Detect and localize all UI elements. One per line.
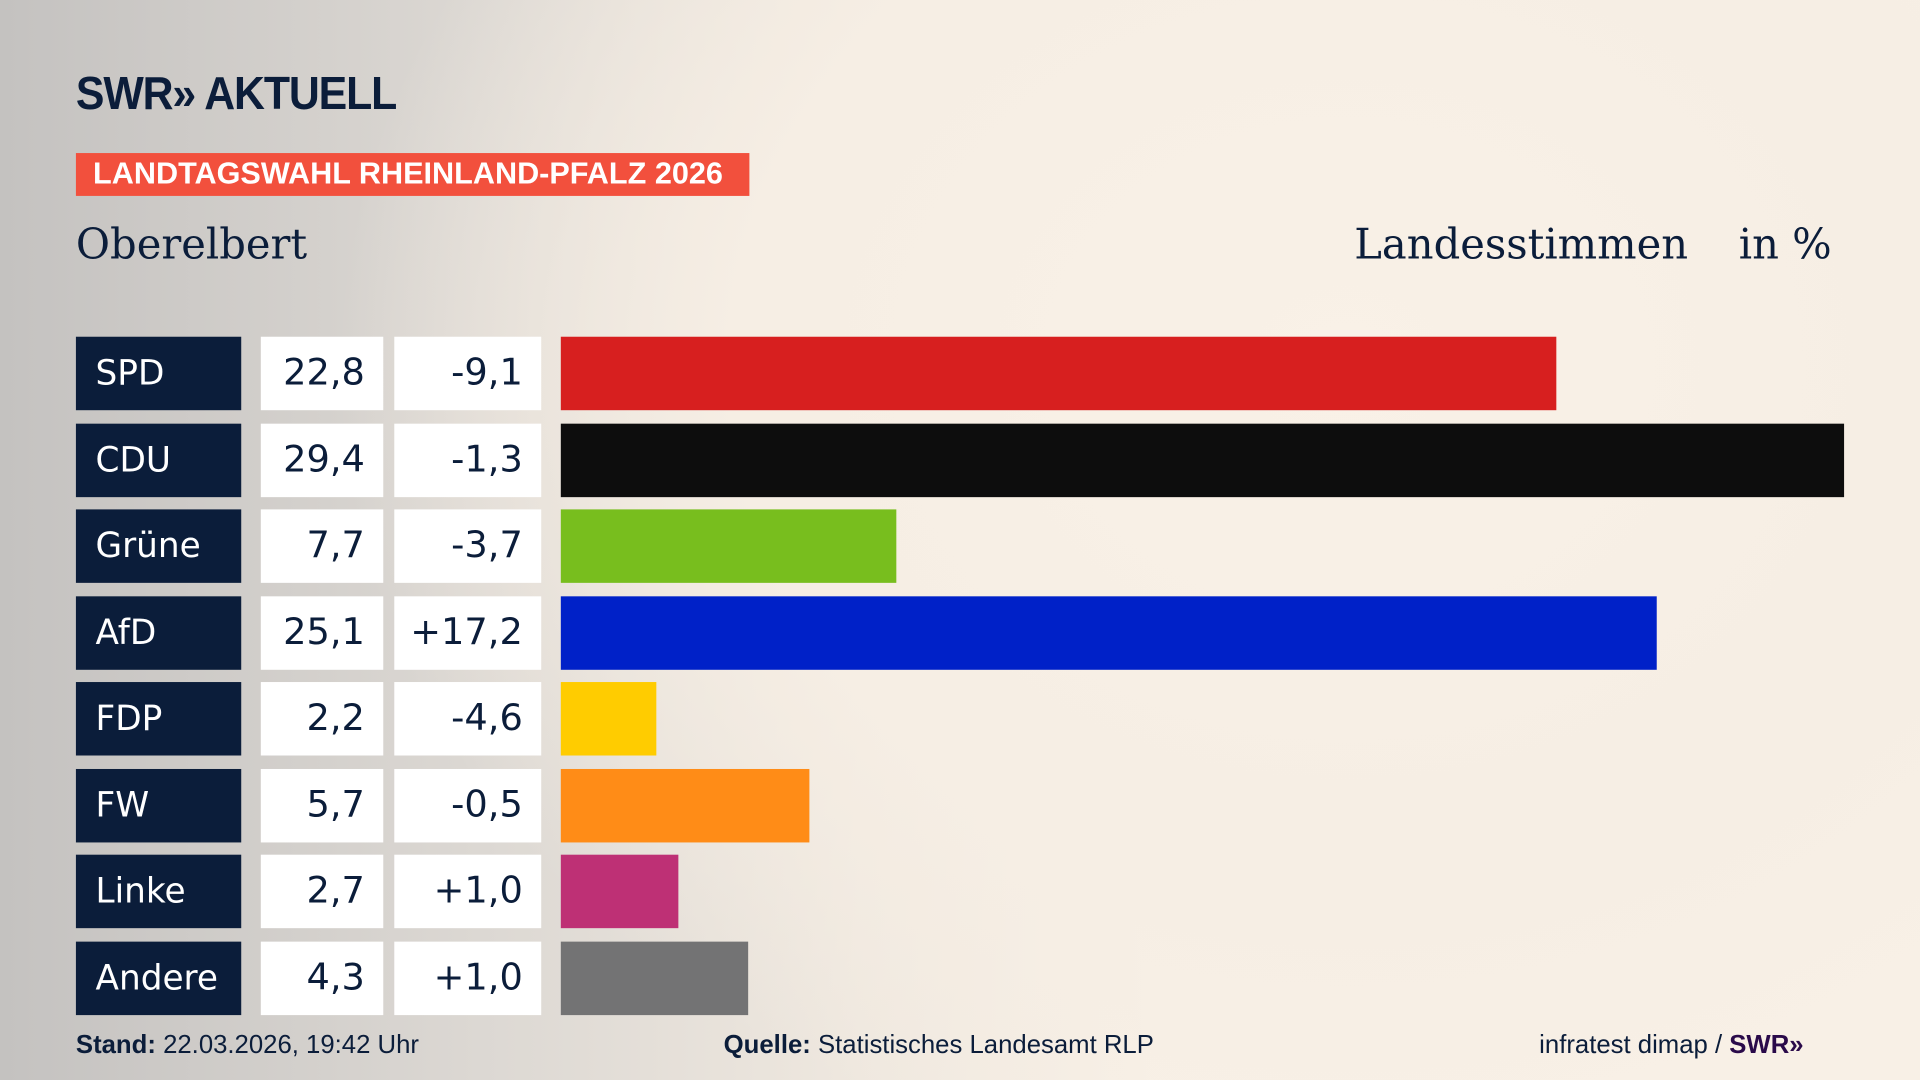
unit-label: in %: [1738, 220, 1832, 270]
value-label: 29,4: [260, 423, 384, 497]
measure-label: Landesstimmen: [1354, 220, 1689, 270]
stand-label: Stand:: [75, 1031, 156, 1060]
party-row: FW 5,7 -0,5: [0, 768, 1920, 842]
election-tag: LANDTAGSWAHL RHEINLAND-PFALZ 2026: [75, 153, 750, 196]
diff-label: +17,2: [394, 595, 542, 670]
party-row: AfD 25,1 +17,2: [0, 595, 1920, 670]
credit-text: infratest dimap /: [1539, 1031, 1723, 1060]
bar: [560, 595, 1657, 670]
party-row: SPD 22,8 -9,1: [0, 336, 1920, 411]
bar: [560, 509, 897, 583]
value-label: 22,8: [260, 336, 384, 411]
bar: [560, 941, 749, 1015]
party-name: Andere: [75, 941, 242, 1015]
party-row: Linke 2,7 +1,0: [0, 854, 1920, 929]
party-name: FDP: [75, 682, 242, 756]
bar: [560, 854, 679, 929]
source: Quelle: Statistisches Landesamt RLP: [724, 1031, 1154, 1060]
party-name: Grüne: [75, 509, 242, 583]
value-label: 7,7: [260, 509, 384, 583]
place-title: Oberelbert: [75, 220, 308, 270]
bar: [560, 768, 810, 842]
source-value: Statistisches Landesamt RLP: [817, 1031, 1154, 1060]
bar: [560, 682, 657, 756]
value-label: 4,3: [260, 941, 384, 1015]
party-name: CDU: [75, 423, 242, 497]
diff-label: -3,7: [394, 509, 542, 583]
diff-label: -1,3: [394, 423, 542, 497]
party-row: CDU 29,4 -1,3: [0, 423, 1920, 497]
party-name: Linke: [75, 854, 242, 929]
stand-value: 22.03.2026, 19:42 Uhr: [163, 1031, 419, 1060]
bar: [560, 423, 1845, 497]
credit: infratest dimap / SWR»: [1539, 1031, 1803, 1060]
diff-label: -0,5: [394, 768, 542, 842]
source-label: Quelle:: [723, 1031, 811, 1060]
party-name: SPD: [75, 336, 242, 411]
timestamp: Stand: 22.03.2026, 19:42 Uhr: [76, 1031, 419, 1060]
swr-logo: SWR»: [1729, 1031, 1804, 1060]
diff-label: -9,1: [394, 336, 542, 411]
value-label: 2,2: [260, 682, 384, 756]
party-name: AfD: [75, 595, 242, 670]
party-row: Andere 4,3 +1,0: [0, 941, 1920, 1015]
diff-label: +1,0: [394, 854, 542, 929]
value-label: 2,7: [260, 854, 384, 929]
bar: [560, 336, 1557, 411]
party-row: Grüne 7,7 -3,7: [0, 509, 1920, 583]
diff-label: -4,6: [394, 682, 542, 756]
diff-label: +1,0: [394, 941, 542, 1015]
swr-aktuell-logo: SWR» AKTUELL: [75, 68, 397, 121]
value-label: 25,1: [260, 595, 384, 670]
party-row: FDP 2,2 -4,6: [0, 682, 1920, 756]
value-label: 5,7: [260, 768, 384, 842]
party-name: FW: [75, 768, 242, 842]
